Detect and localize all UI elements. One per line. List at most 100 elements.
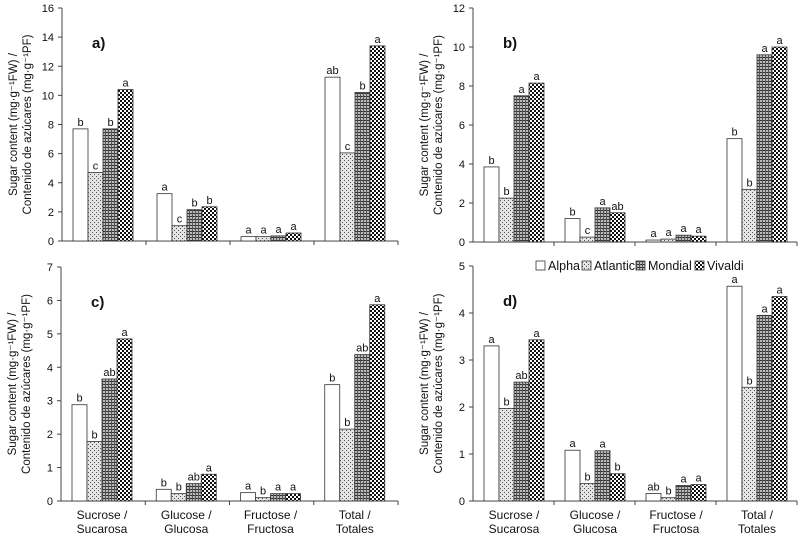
bar-mondial [513,95,530,243]
bar-vivaldi [285,493,301,502]
bar-mondial [185,483,202,502]
y-axis-label: Contenido de azúcares (mg·g⁻¹PF) [22,34,34,214]
y-tick-label: 16 [42,3,54,15]
bar-vivaldi [771,296,788,502]
significance-letter: b [746,177,752,189]
significance-letter: a [599,196,606,208]
y-tick-label: 12 [453,3,465,15]
significance-letter: a [533,71,540,83]
bar-vivaldi [771,46,788,243]
bar-atlantic [660,497,677,502]
significance-letter: a [533,328,540,340]
bar-alpha [564,218,581,243]
legend-swatch-alpha [535,260,546,271]
bar-atlantic [339,428,356,502]
y-tick-label: 3 [459,355,465,367]
bar-alpha [324,76,341,242]
bar-vivaldi [201,206,218,242]
panel-label: b) [503,35,517,52]
y-tick-label: 2 [47,429,53,441]
category-label: Sucrose / [489,508,540,522]
y-axis-label: Contenido de azúcares (mg·g⁻¹PF) [433,293,445,473]
significance-letter: a [665,227,672,239]
significance-letter: a [680,473,687,485]
bar-mondial [270,235,287,242]
category-label: Glucosa [573,522,617,536]
significance-letter: b [76,393,82,405]
significance-letter: c [585,225,591,237]
category-label: Totales [738,522,776,536]
significance-letter: a [245,481,252,493]
bar-atlantic [579,483,596,502]
bar-atlantic [339,152,356,242]
bar-alpha [155,488,172,502]
category-label: Total / [741,508,774,522]
significance-letter: a [518,84,525,96]
significance-letter: b [206,195,212,207]
bar-vivaldi [690,235,707,243]
panel-d: 0 1 2 3 4 5 Sugar content (mg·g⁻¹FW) / Contenid… [419,259,798,536]
significance-letter: c [345,141,351,153]
y-tick-label: 6 [47,295,53,307]
category-label: Fructose / [649,508,703,522]
significance-letter: a [374,34,381,46]
y-tick-label: 1 [47,463,53,475]
y-tick-label: 3 [47,396,53,408]
legend-entry: Alpha [548,259,580,273]
bar-mondial [354,92,371,242]
significance-letter: b [584,472,590,484]
significance-letter: b [731,127,737,139]
significance-letter: ab [611,201,623,213]
y-axis-label: Sugar content (mg·g⁻¹FW) / [8,52,20,196]
significance-letter: b [91,429,97,441]
bar-alpha [324,384,341,502]
category-label: Total / [339,508,372,522]
panel-c: 0 1 2 3 4 5 6 7 Sugar content (mg·g⁻¹FW) / Conten… [7,262,399,536]
significance-letter: b [503,396,509,408]
bar-atlantic [171,225,188,242]
significance-letter: ab [326,65,338,77]
y-tick-label: 2 [459,198,465,210]
bar-alpha [483,345,500,502]
bar-vivaldi [369,304,386,502]
legend-entry: Mondial [648,259,692,273]
bar-alpha [240,492,256,502]
y-tick-label: 5 [47,329,53,341]
panel-a: 0 2 4 6 8 10 12 14 16 Sugar content (mg·g⁻¹FW) / C… [8,3,399,248]
bar-mondial [675,485,692,502]
bar-mondial [270,493,286,502]
legend-swatch-mondial [635,260,646,271]
bar-alpha [156,193,173,242]
bar-atlantic [741,386,758,502]
significance-letter: b [176,482,182,494]
y-tick-label: 0 [459,496,465,508]
significance-letter: a [761,303,768,315]
y-axis-label: Sugar content (mg·g⁻¹FW) / [419,311,431,455]
legend-entry: Vivaldi [707,259,744,273]
bar-atlantic [255,497,271,502]
category-label: Fructose / [244,508,298,522]
category-label: Glucose / [161,508,212,522]
significance-letter: a [776,35,783,47]
significance-letter: b [107,117,113,129]
significance-letter: a [206,462,213,474]
category-label: Fructosa [247,522,294,536]
significance-letter: b [488,155,494,167]
y-tick-label: 8 [48,120,54,132]
y-tick-label: 8 [459,81,465,93]
category-label: Fructosa [653,522,700,536]
significance-letter: a [488,334,495,346]
category-label: Totales [336,522,374,536]
bar-atlantic [86,441,103,502]
significance-letter: b [503,186,509,198]
significance-letter: ab [515,370,527,382]
bar-vivaldi [116,338,133,502]
significance-letter: a [290,221,297,233]
y-axis-label: Sugar content (mg·g⁻¹FW) / [419,53,431,197]
bar-alpha [240,236,257,242]
bar-atlantic [255,236,272,242]
significance-letter: a [569,438,576,450]
significance-letter: a [599,439,606,451]
bar-atlantic [498,197,515,243]
